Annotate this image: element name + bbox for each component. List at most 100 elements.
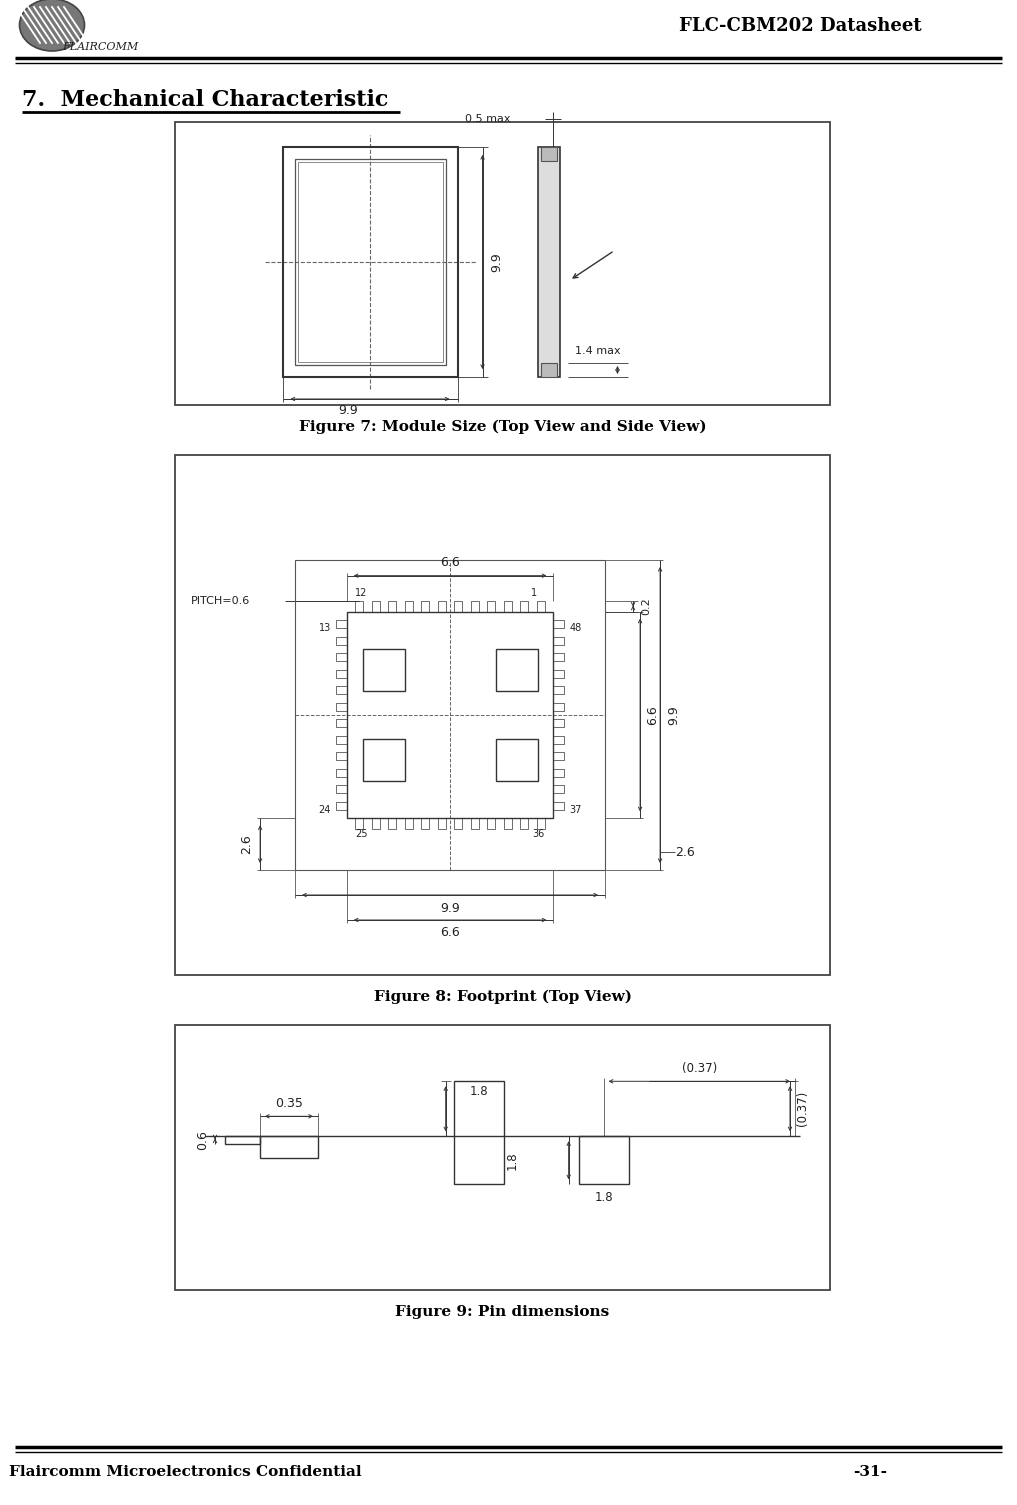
Bar <box>537 600 545 611</box>
Bar <box>471 600 479 611</box>
Bar <box>336 686 347 694</box>
Bar <box>295 160 445 366</box>
Bar <box>372 819 379 829</box>
Bar <box>175 1025 830 1290</box>
Bar <box>553 670 564 677</box>
Text: FLAIRCOMM: FLAIRCOMM <box>62 42 138 53</box>
Bar <box>336 769 347 777</box>
Bar <box>336 703 347 710</box>
Bar <box>363 649 405 691</box>
Text: 9.9: 9.9 <box>338 405 358 417</box>
Text: 9.9: 9.9 <box>440 901 460 915</box>
Bar <box>363 739 405 781</box>
Bar <box>537 819 545 829</box>
Bar <box>336 620 347 628</box>
Bar <box>455 600 463 611</box>
Text: 36: 36 <box>533 829 545 840</box>
Bar <box>355 819 363 829</box>
Text: -31-: -31- <box>853 1464 887 1479</box>
Bar <box>487 600 495 611</box>
Bar <box>579 1136 629 1184</box>
Bar <box>336 802 347 810</box>
Text: 9.9: 9.9 <box>667 706 680 725</box>
Bar <box>283 147 458 376</box>
Bar <box>553 752 564 760</box>
Ellipse shape <box>19 0 84 51</box>
Text: 1.8: 1.8 <box>505 1151 519 1169</box>
Text: 0.5 max: 0.5 max <box>465 114 511 123</box>
Bar <box>553 703 564 710</box>
Text: 37: 37 <box>570 805 582 814</box>
Bar <box>347 611 553 819</box>
Text: Flaircomm Microelectronics Confidential: Flaircomm Microelectronics Confidential <box>9 1464 361 1479</box>
Bar <box>553 719 564 727</box>
Bar <box>175 455 830 975</box>
Text: FLC-CBM202 Datasheet: FLC-CBM202 Datasheet <box>678 17 921 35</box>
Bar <box>553 653 564 661</box>
Text: 24: 24 <box>318 805 331 814</box>
Text: Figure 9: Pin dimensions: Figure 9: Pin dimensions <box>396 1305 609 1318</box>
Bar <box>538 147 559 376</box>
Bar <box>487 819 495 829</box>
Text: Figure 8: Footprint (Top View): Figure 8: Footprint (Top View) <box>373 990 632 1004</box>
Text: 2.6: 2.6 <box>675 846 695 858</box>
Bar <box>553 786 564 793</box>
Text: 6.6: 6.6 <box>440 927 460 939</box>
Bar <box>260 1136 318 1159</box>
Text: 13: 13 <box>318 623 331 634</box>
Bar <box>455 819 463 829</box>
Text: 48: 48 <box>570 623 582 634</box>
Bar <box>372 600 379 611</box>
Text: 0.35: 0.35 <box>275 1097 303 1109</box>
Bar <box>553 637 564 644</box>
Text: 9.9: 9.9 <box>490 253 503 272</box>
Bar <box>421 600 429 611</box>
Text: Figure 7: Module Size (Top View and Side View): Figure 7: Module Size (Top View and Side… <box>299 420 707 435</box>
Text: (0.37): (0.37) <box>681 1063 717 1075</box>
Bar <box>405 819 413 829</box>
Text: 0.2: 0.2 <box>641 597 651 616</box>
Text: 1.4 max: 1.4 max <box>575 346 620 357</box>
Bar <box>355 600 363 611</box>
Text: 6.6: 6.6 <box>647 706 660 725</box>
Bar <box>553 736 564 743</box>
Text: 2.6: 2.6 <box>241 834 253 853</box>
Bar <box>553 769 564 777</box>
Text: 0.6: 0.6 <box>196 1130 210 1150</box>
Bar <box>495 739 538 781</box>
Bar <box>471 819 479 829</box>
Bar <box>540 147 556 161</box>
Text: (0.37): (0.37) <box>796 1091 810 1126</box>
Bar <box>421 819 429 829</box>
Bar <box>405 600 413 611</box>
Bar <box>438 600 445 611</box>
Bar <box>225 1136 260 1144</box>
Bar <box>503 819 512 829</box>
Bar <box>540 363 556 376</box>
Bar <box>553 686 564 694</box>
Bar <box>454 1081 503 1184</box>
Text: 7.  Mechanical Characteristic: 7. Mechanical Characteristic <box>22 89 388 111</box>
Bar <box>388 600 397 611</box>
Bar <box>298 163 442 363</box>
Bar <box>503 600 512 611</box>
Text: PITCH=0.6: PITCH=0.6 <box>191 596 250 605</box>
Bar <box>553 620 564 628</box>
Bar <box>336 719 347 727</box>
Text: 12: 12 <box>355 587 368 597</box>
Bar <box>336 752 347 760</box>
Bar <box>388 819 397 829</box>
Text: 25: 25 <box>355 829 368 840</box>
Bar <box>495 649 538 691</box>
Text: 6.6: 6.6 <box>440 557 460 569</box>
Bar <box>336 653 347 661</box>
Bar <box>336 637 347 644</box>
Bar <box>336 736 347 743</box>
Bar <box>553 802 564 810</box>
Bar <box>521 819 529 829</box>
Text: 1: 1 <box>531 587 537 597</box>
Text: 1.8: 1.8 <box>470 1085 488 1097</box>
Bar <box>295 560 605 870</box>
Bar <box>336 786 347 793</box>
Bar <box>438 819 445 829</box>
